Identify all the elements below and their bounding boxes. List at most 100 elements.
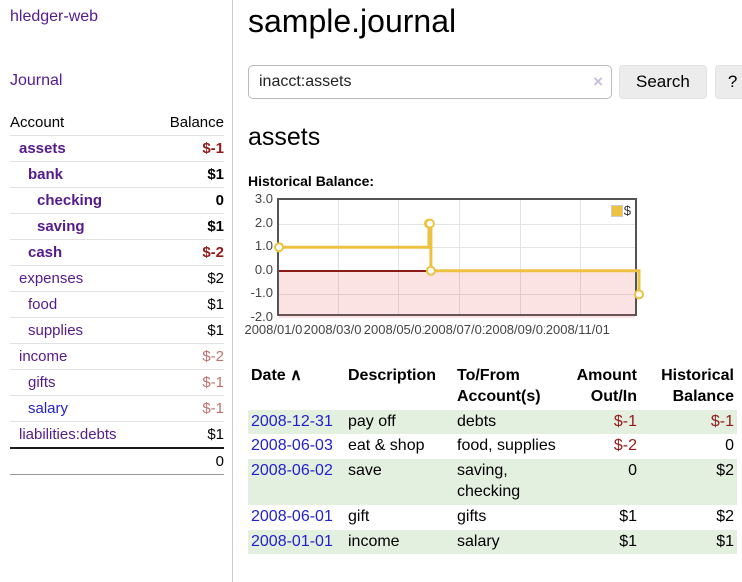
sidebar-account-link[interactable]: supplies (28, 322, 84, 339)
register-row: 2008-12-31 pay off debts $-1 $-1 (248, 409, 737, 435)
legend-series-name: $ (623, 203, 631, 218)
search-button[interactable]: Search (619, 65, 707, 99)
register-description-cell: income (348, 532, 400, 550)
account-name-cell: gifts (10, 369, 152, 396)
account-row: salary $-1 (10, 395, 224, 422)
account-name-cell: income (10, 343, 152, 370)
register-accounts-cell: debts (457, 412, 497, 430)
account-name-cell: bank (10, 161, 152, 188)
sidebar-account-link[interactable]: food (28, 296, 58, 313)
register-header-accounts: To/From Account(s) (457, 367, 541, 405)
account-name-cell: salary (10, 395, 152, 422)
sidebar-account-link[interactable]: expenses (19, 270, 84, 287)
register-header-amount: Amount Out/In (576, 367, 637, 405)
search-input[interactable] (248, 65, 612, 99)
main-content: sample.journal × Search ? assets Histori… (243, 0, 742, 555)
vertical-gridline (338, 200, 340, 314)
historical-balance-chart[interactable]: $3.0 2.0 1.0 0.0 -1.0 -2.0 2008/01/01 2008/03/0… (243, 191, 668, 340)
account-name-cell: saving (10, 213, 152, 240)
page-title: sample.journal (248, 3, 457, 39)
register-amount-cell: $-2 (613, 437, 637, 455)
sidebar-account-link[interactable]: saving (37, 218, 85, 235)
account-balance: $2 (151, 265, 224, 292)
register-date-cell: 2008-06-02 (248, 459, 345, 505)
sidebar-account-link[interactable]: cash (28, 244, 63, 261)
sidebar-account-link[interactable]: assets (19, 140, 66, 157)
help-button[interactable]: ? (714, 65, 742, 99)
account-balance: $-1 (151, 135, 224, 162)
account-balance: $-1 (151, 395, 224, 422)
register-date-cell: 2008-12-31 (248, 410, 345, 435)
data-point-marker (424, 218, 435, 229)
accounts-total-balance: 0 (151, 447, 224, 475)
account-row: income $-2 (10, 343, 224, 370)
register-description-cell: pay off (348, 412, 396, 430)
account-name-cell: liabilities:debts (10, 421, 152, 448)
x-axis-tick-label: 2008/11/01 (544, 322, 611, 337)
sidebar-account-link[interactable]: checking (37, 192, 103, 209)
y-axis-tick-label: -1.0 (250, 285, 273, 301)
account-balance: $-2 (151, 239, 224, 266)
y-axis-tick-label: 2.0 (254, 214, 273, 230)
register-row: 2008-06-03 eat & shop food, supplies $-2 0 (248, 434, 737, 459)
data-point-marker (634, 289, 644, 300)
account-balance: $1 (151, 291, 224, 318)
account-row: assets $-1 (10, 135, 224, 162)
chart-title: Historical Balance: (248, 173, 375, 189)
horizontal-gridline (279, 247, 635, 249)
accounts-table-header-row: Account Balance (10, 110, 224, 136)
y-axis-tick-label: 3.0 (254, 191, 273, 206)
date-header-label: Date (251, 367, 286, 384)
register-header-row: Date ∧ Description To/From Account(s) Am… (248, 364, 737, 410)
clear-search-icon[interactable]: × (593, 72, 603, 91)
register-amount-cell: $1 (619, 532, 637, 550)
sidebar: hledger-web Journal Account Balance asse… (0, 0, 233, 582)
register-row: 2008-06-02 save saving, checking 0 $2 (248, 459, 737, 505)
vertical-gridline (398, 200, 400, 314)
register-balance-cell: $1 (716, 532, 734, 550)
account-name-cell: assets (10, 135, 152, 162)
legend-swatch-icon (610, 204, 623, 217)
register-amount-cell: $1 (619, 507, 637, 525)
register-accounts-cell: food, supplies (457, 437, 556, 455)
app-title: hledger-web (10, 8, 224, 26)
chart-plot-area: $ (274, 198, 644, 318)
account-row: cash $-2 (10, 239, 224, 266)
x-axis-tick-label: 2008/03/01 (302, 322, 370, 337)
register-header-description: Description (348, 367, 437, 384)
register-amount-cell: 0 (628, 462, 637, 480)
register-accounts-cell: saving, checking (457, 462, 521, 500)
search-box: × (248, 65, 612, 99)
x-axis-tick-label: 2008/01/01 (243, 322, 311, 337)
account-name-cell: supplies (10, 317, 152, 344)
register-header-date[interactable]: Date ∧ (248, 364, 345, 410)
account-row: bank $1 (10, 161, 224, 188)
register-description-cell: gift (348, 507, 370, 525)
account-name-cell: food (10, 291, 152, 318)
register-row: 2008-06-01 gift gifts $1 $2 (248, 505, 737, 530)
transaction-date-link[interactable]: 2008-06-02 (251, 462, 333, 480)
account-row: gifts $-1 (10, 369, 224, 396)
sort-ascending-icon: ∧ (290, 367, 302, 384)
transaction-date-link[interactable]: 2008-06-03 (251, 437, 333, 455)
register-accounts-cell: salary (457, 532, 500, 550)
sidebar-item-journal[interactable]: Journal (10, 72, 63, 89)
account-balance: $1 (151, 213, 224, 240)
transaction-date-link[interactable]: 2008-06-01 (251, 507, 333, 525)
sidebar-account-link[interactable]: income (19, 348, 68, 365)
chart-legend: $ (610, 203, 631, 218)
transaction-date-link[interactable]: 2008-01-01 (251, 532, 333, 550)
register-table: Date ∧ Description To/From Account(s) Am… (248, 364, 737, 555)
account-name-cell: checking (10, 187, 152, 214)
sidebar-account-link[interactable]: liabilities:debts (19, 426, 117, 443)
x-axis-tick-label: 2008/05/01 (362, 322, 430, 337)
data-point-marker (425, 265, 436, 276)
sidebar-account-link[interactable]: bank (28, 166, 64, 183)
balance-line-series (274, 218, 644, 300)
app-title-link[interactable]: hledger-web (10, 8, 99, 25)
transaction-date-link[interactable]: 2008-12-31 (251, 412, 333, 430)
y-axis-tick-label: 0.0 (254, 261, 273, 277)
sidebar-account-link[interactable]: salary (28, 400, 69, 417)
sidebar-nav: Journal (10, 72, 224, 90)
sidebar-account-link[interactable]: gifts (28, 374, 56, 391)
